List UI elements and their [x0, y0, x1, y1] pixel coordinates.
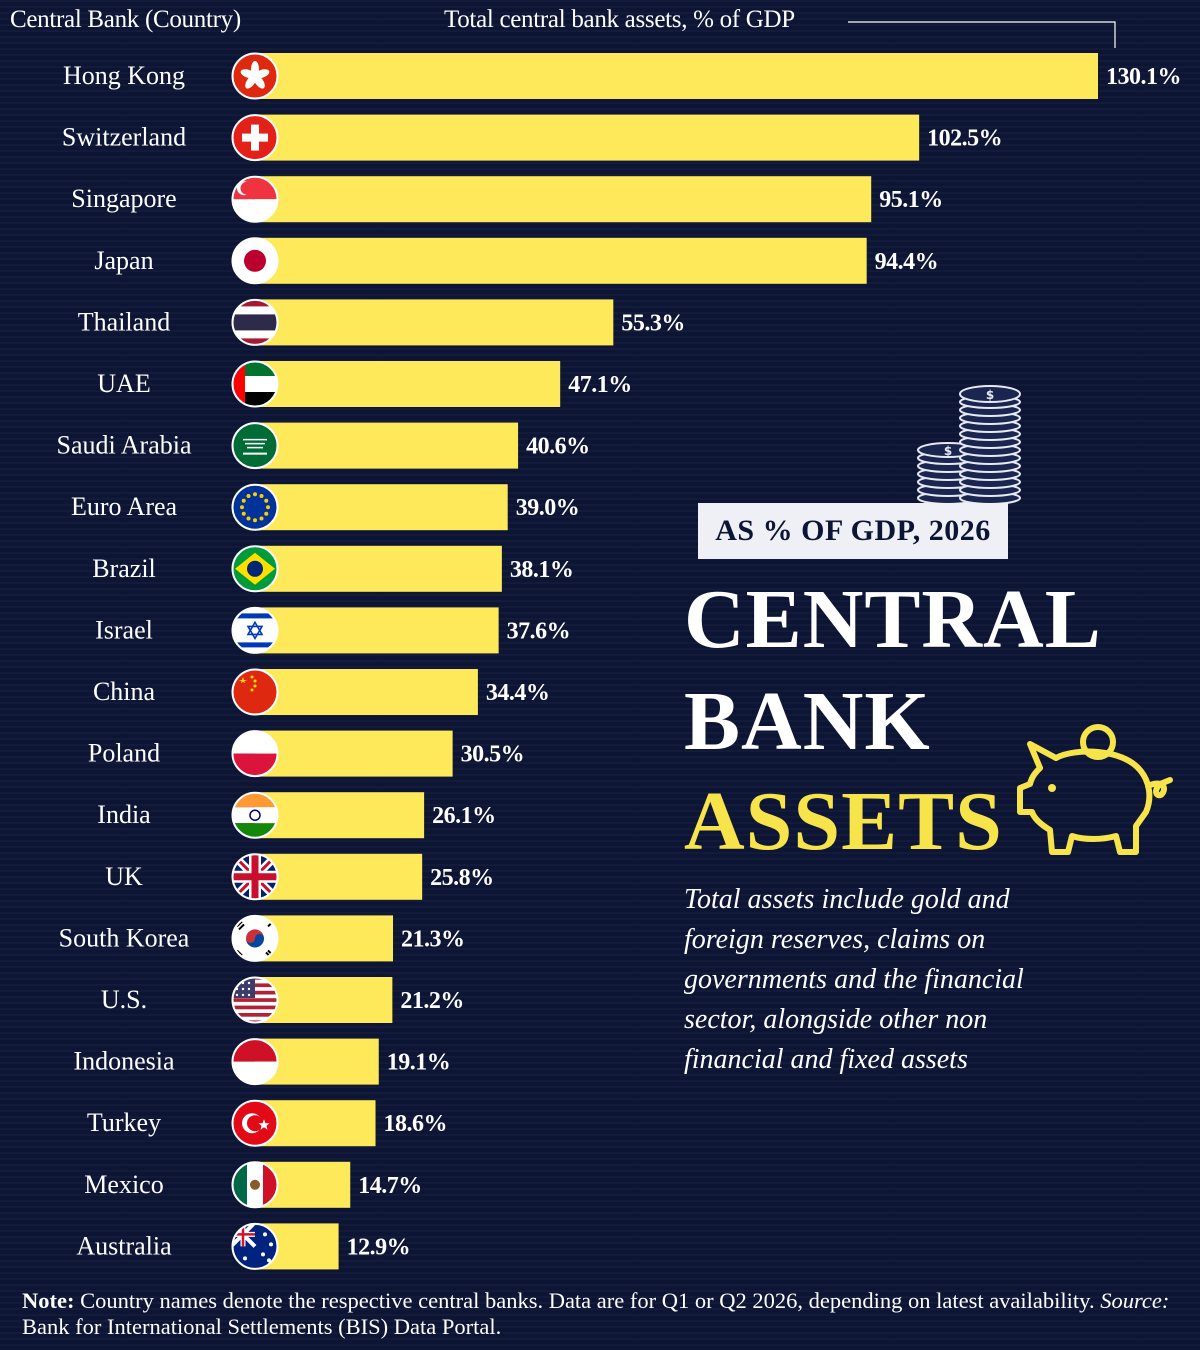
- country-label: Japan: [94, 246, 153, 275]
- value-label: 21.3%: [401, 926, 465, 952]
- svg-text:$: $: [944, 444, 952, 458]
- title-line-2: BANK: [684, 675, 931, 768]
- bar-japan: [255, 237, 867, 284]
- poland-flag-icon: [231, 730, 279, 778]
- value-label: 34.4%: [486, 680, 549, 706]
- china-flag-icon: [231, 668, 279, 716]
- header-leader-line: [848, 21, 1116, 48]
- value-label: 94.4%: [875, 249, 939, 275]
- subtitle-badge: AS % OF GDP, 2026: [698, 503, 1008, 559]
- value-label: 47.1%: [568, 372, 632, 398]
- brazil-flag-icon: [231, 545, 279, 593]
- bar-poland: [255, 730, 453, 777]
- title-line-3: ASSETS: [684, 775, 1003, 868]
- country-label: South Korea: [59, 923, 190, 952]
- value-label: 21.2%: [400, 988, 464, 1014]
- value-label: 55.3%: [621, 310, 685, 336]
- country-label: Israel: [95, 615, 153, 644]
- note-label: Note:: [22, 1288, 75, 1313]
- column-header-country: Central Bank (Country): [10, 6, 241, 33]
- value-label: 14.7%: [358, 1173, 422, 1199]
- bar-israel: [255, 607, 499, 654]
- value-label: 26.1%: [432, 803, 496, 829]
- country-label: Brazil: [92, 554, 156, 583]
- country-label: Thailand: [78, 307, 170, 336]
- country-label: Poland: [88, 739, 160, 768]
- value-label: 38.1%: [510, 557, 573, 583]
- bar-euro-area: [255, 484, 508, 531]
- country-label: UAE: [97, 369, 150, 398]
- country-label: U.S.: [101, 985, 147, 1014]
- country-label: UK: [105, 862, 143, 891]
- source-label: Source:: [1100, 1288, 1170, 1313]
- bar-switzerland: [255, 114, 920, 161]
- indonesia-flag-icon: [231, 1038, 279, 1086]
- bar-brazil: [255, 545, 502, 592]
- bar-india: [255, 792, 425, 839]
- country-label: Indonesia: [73, 1047, 175, 1076]
- value-label: 37.6%: [507, 618, 571, 644]
- uk-flag-icon: [231, 853, 279, 901]
- country-label: Euro Area: [71, 492, 178, 521]
- bar-china: [255, 669, 478, 715]
- country-label: Saudi Arabia: [56, 431, 191, 460]
- title-line-1: CENTRAL: [684, 573, 1102, 666]
- bar-singapore: [255, 176, 872, 223]
- euro-area-flag-icon: [231, 483, 279, 531]
- israel-flag-icon: [231, 606, 279, 654]
- us-flag-icon: [231, 976, 279, 1024]
- bar-saudi-arabia: [255, 422, 519, 469]
- value-label: 12.9%: [347, 1234, 411, 1260]
- south-korea-flag-icon: [231, 914, 279, 962]
- saudi-arabia-flag-icon: [231, 422, 279, 470]
- value-label: 95.1%: [879, 187, 943, 213]
- thailand-flag-icon: [231, 298, 279, 346]
- svg-text:$: $: [986, 388, 994, 402]
- australia-flag-icon: [231, 1222, 279, 1270]
- country-label: Australia: [76, 1231, 172, 1260]
- value-label: 130.1%: [1106, 64, 1181, 90]
- source-text: Bank for International Settlements (BIS)…: [22, 1314, 502, 1339]
- india-flag-icon: [231, 791, 279, 839]
- japan-flag-icon: [231, 237, 279, 285]
- value-label: 19.1%: [387, 1050, 451, 1076]
- uae-flag-icon: [231, 360, 279, 408]
- bar-uae: [255, 361, 561, 407]
- country-label: Singapore: [71, 184, 176, 213]
- singapore-flag-icon: [231, 175, 279, 223]
- value-label: 39.0%: [516, 495, 580, 521]
- description-text: Total assets include gold and foreign re…: [684, 884, 1024, 1075]
- mexico-flag-icon: [231, 1161, 279, 1209]
- country-label: Mexico: [84, 1170, 163, 1199]
- piggy-bank-icon: [1017, 724, 1173, 855]
- switzerland-flag-icon: [231, 114, 279, 162]
- value-label: 18.6%: [384, 1111, 448, 1137]
- column-header-value: Total central bank assets, % of GDP: [444, 6, 795, 33]
- note-text: Country names denote the respective cent…: [80, 1288, 1095, 1313]
- footnote: Note: Country names denote the respectiv…: [22, 1288, 1182, 1340]
- coin-stack-icon: $ $: [917, 385, 1021, 505]
- country-label: India: [97, 800, 151, 829]
- value-label: 25.8%: [430, 865, 494, 891]
- value-label: 40.6%: [526, 434, 590, 460]
- bar-hong-kong: [255, 53, 1098, 99]
- bar-uk: [255, 853, 423, 900]
- country-label: Hong Kong: [63, 61, 185, 90]
- country-label: Turkey: [87, 1108, 161, 1137]
- country-label: China: [93, 677, 156, 706]
- bar-thailand: [255, 299, 614, 346]
- country-label: Switzerland: [62, 123, 186, 152]
- value-label: 102.5%: [927, 126, 1002, 152]
- turkey-flag-icon: [231, 1099, 279, 1147]
- hong-kong-flag-icon: [231, 52, 279, 100]
- value-label: 30.5%: [461, 742, 525, 768]
